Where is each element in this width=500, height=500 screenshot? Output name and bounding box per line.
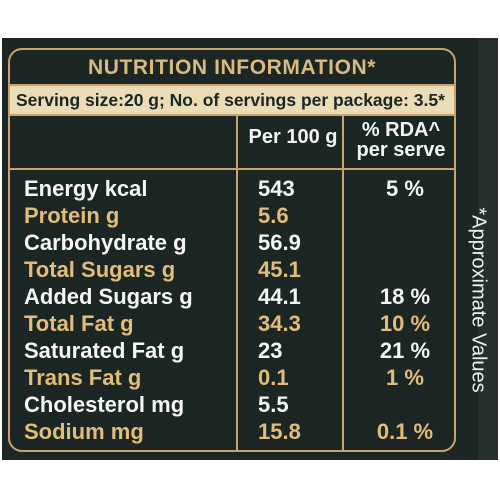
value-per-100g: 56.9 bbox=[258, 230, 301, 255]
serving-info: Serving size:20 g; No. of servings per p… bbox=[16, 90, 445, 110]
nutrient-name: Added Sugars g bbox=[24, 284, 193, 309]
column-divider-right bbox=[342, 116, 344, 450]
header-rda: % RDA^ per serve bbox=[342, 119, 454, 161]
header-rda-line1: % RDA^ bbox=[361, 119, 441, 141]
table-row: Cholesterol mg 5.5 bbox=[10, 392, 454, 418]
nutrient-name: Total Fat g bbox=[24, 311, 134, 336]
nutrient-name: Energy kcal bbox=[24, 176, 148, 201]
nutrient-name: Carbohydrate g bbox=[24, 230, 187, 255]
nutrient-name: Sodium mg bbox=[24, 419, 144, 444]
column-divider-left bbox=[236, 116, 238, 450]
table-title: NUTRITION INFORMATION* bbox=[87, 56, 377, 79]
table-row: Energy kcal 543 5 % bbox=[10, 176, 454, 202]
nutrient-name: Cholesterol mg bbox=[24, 392, 185, 417]
value-per-100g: 34.3 bbox=[258, 311, 301, 336]
value-rda: 18 % bbox=[379, 284, 431, 309]
value-per-100g: 5.6 bbox=[258, 203, 289, 228]
nutrition-table: NUTRITION INFORMATION* Serving size:20 g… bbox=[8, 48, 456, 452]
nutrient-name: Protein g bbox=[24, 203, 120, 228]
value-rda: 1 % bbox=[386, 365, 424, 390]
value-per-100g: 543 bbox=[258, 176, 295, 201]
approximate-values-note: *Approximate Values bbox=[467, 207, 490, 393]
header-rda-line2: per serve bbox=[356, 139, 446, 161]
value-rda: 5 % bbox=[386, 176, 424, 201]
header-divider bbox=[10, 168, 454, 170]
table-row: Saturated Fat g 23 21 % bbox=[10, 338, 454, 364]
nutrient-name: Saturated Fat g bbox=[24, 338, 185, 363]
value-per-100g: 0.1 bbox=[258, 365, 289, 390]
serving-band: Serving size:20 g; No. of servings per p… bbox=[10, 84, 454, 116]
header-per-100g: Per 100 g bbox=[248, 126, 338, 148]
value-per-100g: 45.1 bbox=[258, 257, 301, 282]
value-per-100g: 15.8 bbox=[258, 419, 301, 444]
nutrient-name: Total Sugars g bbox=[24, 257, 176, 282]
value-rda: 0.1 % bbox=[376, 419, 434, 444]
value-rda: 10 % bbox=[379, 311, 431, 336]
table-row: Carbohydrate g 56.9 bbox=[10, 230, 454, 256]
value-per-100g: 5.5 bbox=[258, 392, 289, 417]
value-per-100g: 23 bbox=[258, 338, 283, 363]
table-row: Total Fat g 34.3 10 % bbox=[10, 311, 454, 337]
value-per-100g: 44.1 bbox=[258, 284, 301, 309]
table-row: Trans Fat g 0.1 1 % bbox=[10, 365, 454, 391]
table-row: Added Sugars g 44.1 18 % bbox=[10, 284, 454, 310]
value-rda: 21 % bbox=[379, 338, 431, 363]
table-row: Sodium mg 15.8 0.1 % bbox=[10, 419, 454, 445]
nutrient-name: Trans Fat g bbox=[24, 365, 142, 390]
table-row: Protein g 5.6 bbox=[10, 203, 454, 229]
table-row: Total Sugars g 45.1 bbox=[10, 257, 454, 283]
